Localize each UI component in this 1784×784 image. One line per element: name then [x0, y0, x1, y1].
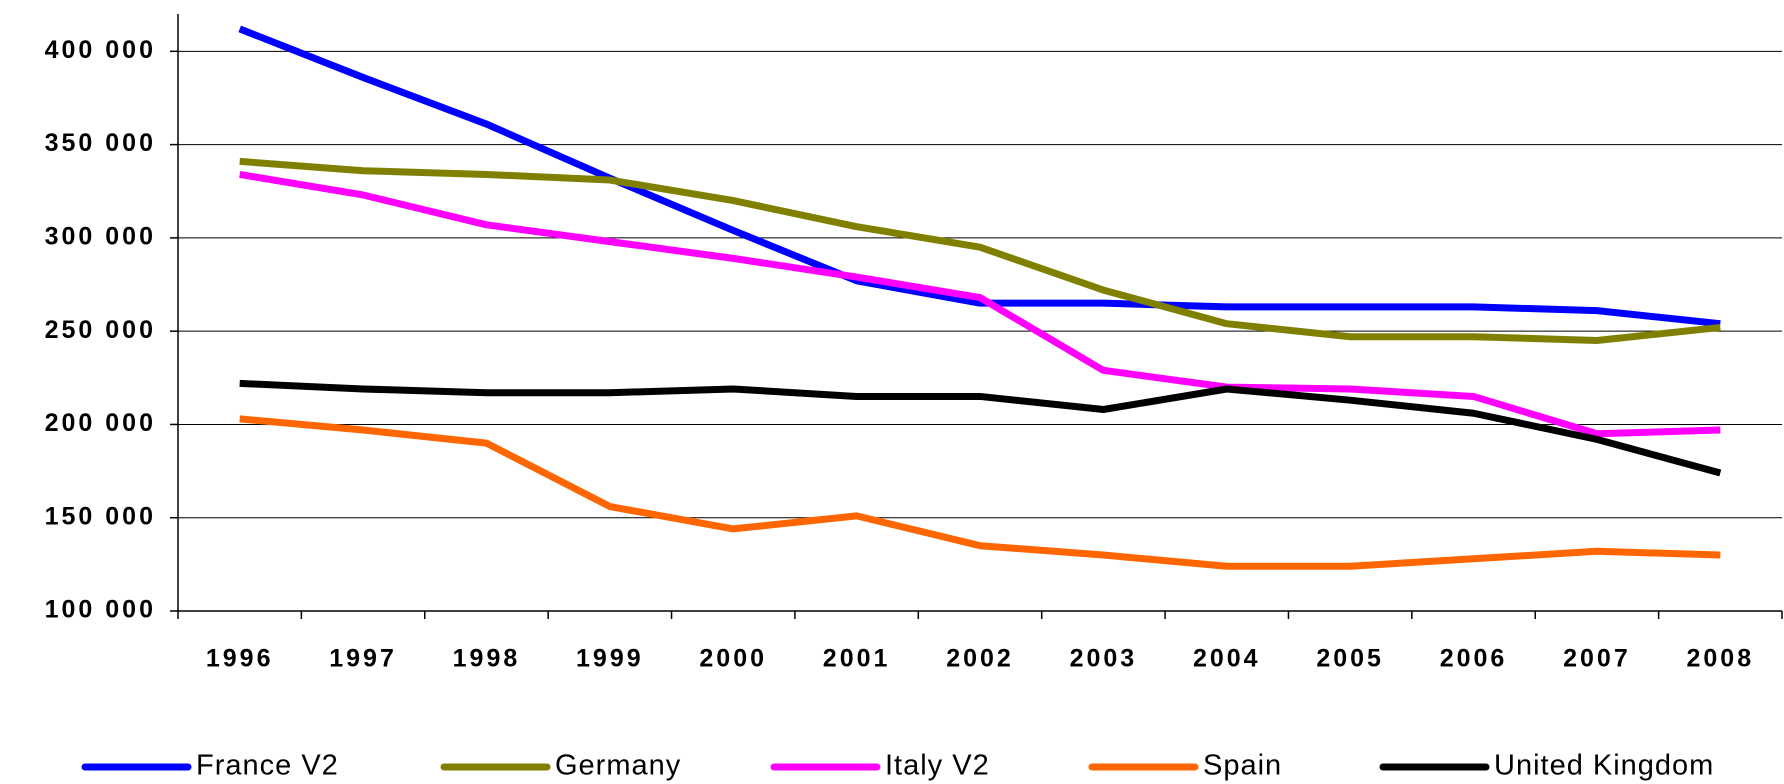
x-tick-label: 2005 [1316, 645, 1384, 673]
legend-label: Spain [1203, 750, 1282, 782]
x-tick-label: 2007 [1563, 645, 1631, 673]
x-tick-label: 2008 [1686, 645, 1754, 673]
y-tick-label: 400 000 [45, 36, 156, 64]
series-line [239, 170, 1721, 438]
legend-label: United Kingdom [1494, 750, 1714, 782]
series-line [239, 415, 1721, 570]
series-line [238, 25, 1721, 328]
x-tick-label: 1996 [206, 645, 274, 673]
x-tick-label: 1997 [329, 645, 397, 673]
y-tick-label: 300 000 [45, 222, 156, 250]
x-tick-label: 1998 [453, 645, 521, 673]
y-tick-label: 100 000 [45, 596, 156, 624]
y-tick-label: 200 000 [45, 409, 156, 437]
x-tick-label: 2003 [1070, 645, 1138, 673]
x-tick-label: 2000 [699, 645, 767, 673]
x-tick-label: 2002 [946, 645, 1014, 673]
y-tick-label: 150 000 [45, 502, 156, 530]
x-tick-label: 1999 [576, 645, 644, 673]
series-line [239, 157, 1721, 344]
y-tick-label: 350 000 [45, 129, 156, 157]
series-line [239, 379, 1722, 477]
x-tick-label: 2004 [1193, 645, 1261, 673]
legend-label: Italy V2 [885, 750, 990, 782]
x-tick-label: 2006 [1440, 645, 1508, 673]
x-tick-label: 2001 [823, 645, 891, 673]
legend-label: Germany [555, 750, 681, 782]
y-tick-label: 250 000 [45, 316, 156, 344]
legend-label: France V2 [196, 750, 339, 782]
